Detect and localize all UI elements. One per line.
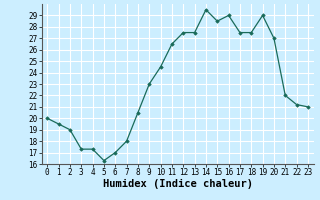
X-axis label: Humidex (Indice chaleur): Humidex (Indice chaleur)	[103, 179, 252, 189]
